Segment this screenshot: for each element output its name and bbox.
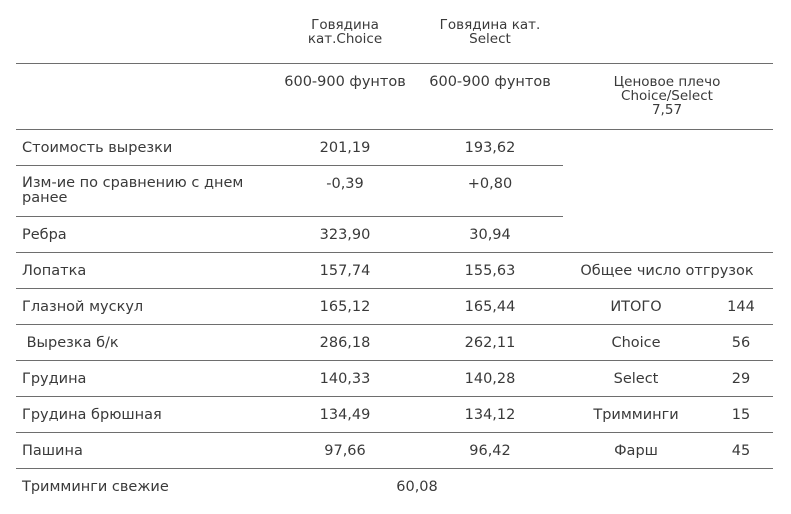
header-select: Говядина кат. Select: [439, 17, 541, 47]
shipment-value: 45: [731, 443, 751, 459]
rule-row-9: [16, 468, 773, 469]
row-label: Глазной мускул: [22, 299, 144, 315]
shipment-label: Фарш: [614, 443, 658, 459]
value-choice: 165,12: [319, 299, 371, 315]
value-choice: 157,74: [319, 263, 371, 279]
shipment-value: 56: [731, 335, 751, 351]
shipment-value: 15: [731, 407, 751, 423]
rule-row-7: [16, 396, 773, 397]
value-select: 30,94: [469, 227, 511, 243]
value-select: 193,62: [464, 140, 516, 156]
rule-row-1: [16, 165, 563, 166]
shipment-value: 29: [731, 371, 751, 387]
value-choice: 97,66: [324, 443, 366, 459]
weight-select: 600-900 фунтов: [429, 74, 551, 90]
row-label: Тримминги свежие: [22, 479, 169, 495]
value-select: 262,11: [464, 335, 516, 351]
row-label: Стоимость вырезки: [22, 140, 173, 156]
value-choice: 134,49: [319, 407, 371, 423]
header-choice: Говядина кат.Choice: [307, 17, 383, 47]
value-choice: -0,39: [326, 176, 364, 192]
row-label: Вырезка б/к: [22, 335, 119, 351]
value-select: 140,28: [464, 371, 516, 387]
price-spread: Ценовое плечо Choice/Select 7,57: [613, 74, 721, 118]
value-choice: 140,33: [319, 371, 371, 387]
shipment-label: Choice: [611, 335, 661, 351]
rule-row-2: [16, 216, 563, 217]
value-choice: 286,18: [319, 335, 371, 351]
shipment-value: 144: [727, 299, 755, 315]
rule-row-5: [16, 324, 773, 325]
weight-choice: 600-900 фунтов: [284, 74, 406, 90]
value-select: 165,44: [464, 299, 516, 315]
value-select: +0,80: [467, 176, 513, 192]
value-select: 96,42: [469, 443, 511, 459]
rule-row-8: [16, 432, 773, 433]
shipment-label: ИТОГО: [610, 299, 662, 315]
row-label: Грудина брюшная: [22, 407, 162, 423]
shipment-label: Тримминги: [593, 407, 679, 423]
value-choice: 201,19: [319, 140, 371, 156]
rule-header-top: [16, 63, 773, 64]
rule-header-bottom: [16, 129, 773, 130]
rule-row-3: [16, 252, 773, 253]
rule-row-6: [16, 360, 773, 361]
row-label: Изм-ие по сравнению с днем ранее: [22, 175, 244, 206]
value-select: 155,63: [464, 263, 516, 279]
row-label: Пашина: [22, 443, 83, 459]
row-label: Грудина: [22, 371, 87, 387]
shipment-label: Select: [613, 371, 659, 387]
shipments-title: Общее число отгрузок: [580, 263, 754, 279]
row-label: Ребра: [22, 227, 67, 243]
value-merged: 60,08: [396, 479, 438, 495]
value-choice: 323,90: [319, 227, 371, 243]
rule-row-4: [16, 288, 773, 289]
row-label: Лопатка: [22, 263, 87, 279]
value-select: 134,12: [464, 407, 516, 423]
